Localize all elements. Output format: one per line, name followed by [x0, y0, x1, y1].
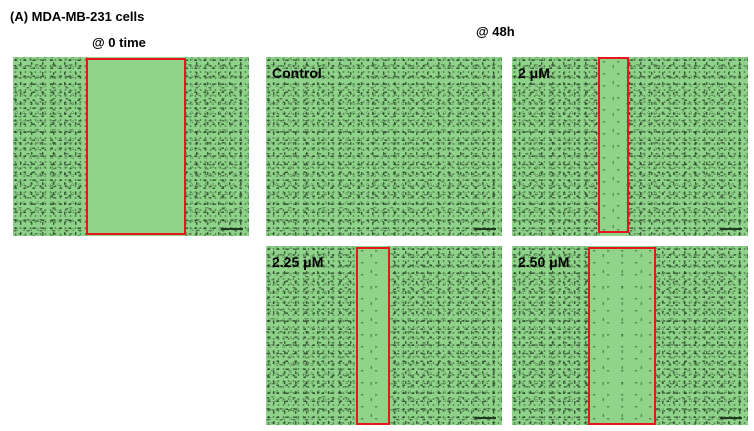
- scale-bar: [474, 417, 496, 419]
- wound-gap: [87, 57, 185, 236]
- panel-time-zero: [13, 57, 249, 236]
- panel-label-2uM: 2 μM: [518, 65, 550, 81]
- panel-2-50uM: 2.50 μM: [512, 246, 748, 425]
- wound-outline-box: [588, 247, 656, 425]
- panel-label-control: Control: [272, 65, 322, 81]
- panel-2-25uM: 2.25 μM: [266, 246, 502, 425]
- scale-bar: [720, 417, 742, 419]
- wound-outline-box: [356, 247, 390, 425]
- wound-gap: [600, 57, 626, 236]
- panel-label-2-50uM: 2.50 μM: [518, 254, 570, 270]
- time-zero-heading: @ 0 time: [92, 35, 146, 50]
- panel-2uM: 2 μM: [512, 57, 748, 236]
- wound-gap: [358, 246, 388, 425]
- wound-outline-box: [598, 57, 629, 233]
- panel-label-2-25uM: 2.25 μM: [272, 254, 324, 270]
- scale-bar: [720, 228, 742, 230]
- wound-outline-box: [86, 58, 186, 235]
- panel-control: Control: [266, 57, 502, 236]
- time-48h-heading: @ 48h: [476, 24, 515, 39]
- figure-title: (A) MDA-MB-231 cells: [10, 9, 145, 24]
- scale-bar: [474, 228, 496, 230]
- wound-gap: [590, 246, 654, 425]
- scale-bar: [221, 228, 243, 230]
